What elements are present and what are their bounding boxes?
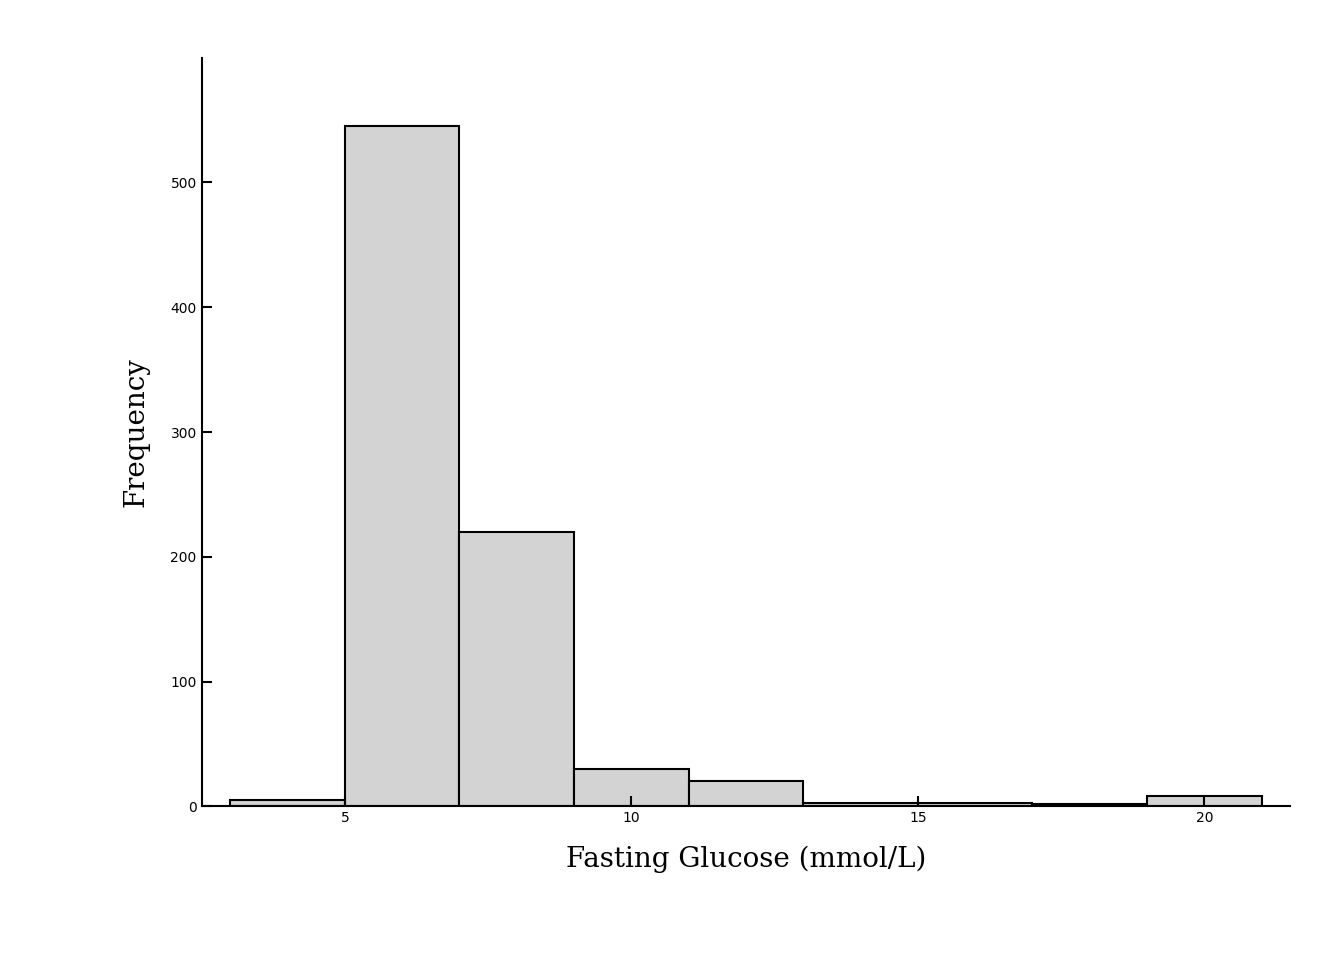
Bar: [804, 803, 918, 806]
Bar: [1146, 797, 1262, 806]
Y-axis label: Frequency: Frequency: [122, 357, 149, 507]
Bar: [230, 800, 345, 806]
Bar: [918, 803, 1032, 806]
Bar: [345, 127, 460, 806]
X-axis label: Fasting Glucose (mmol/L): Fasting Glucose (mmol/L): [566, 846, 926, 874]
Bar: [1032, 804, 1146, 806]
Bar: [574, 769, 688, 806]
Bar: [460, 532, 574, 806]
Bar: [688, 781, 804, 806]
